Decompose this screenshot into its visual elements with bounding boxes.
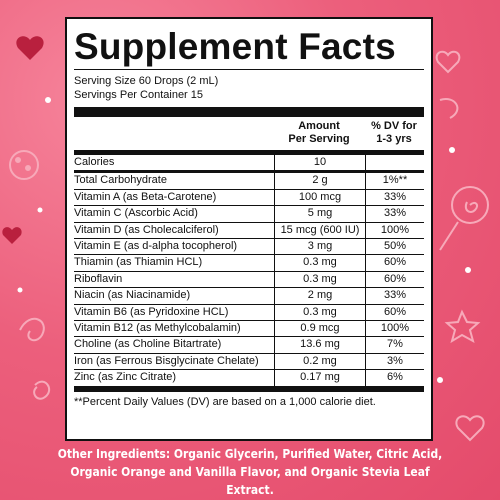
swirl-icon xyxy=(19,317,45,342)
dot-icon xyxy=(449,147,455,153)
nutrient-name: Calories xyxy=(74,155,275,171)
table-row: Vitamin B6 (as Pyridoxine HCL) 0.3 mg 60… xyxy=(74,304,424,322)
nutrient-dv: 33% xyxy=(383,289,407,302)
nutrient-amount: 0.3 mg xyxy=(275,304,366,321)
table-row: Niacin (as Niacinamide) 2 mg 33% xyxy=(74,288,424,305)
swirl-icon xyxy=(439,98,459,119)
other-ingredients-text: Other Ingredients: Organic Glycerin, Pur… xyxy=(57,445,443,497)
table-row: Zinc (as Zinc Citrate) 0.17 mg 6% xyxy=(74,370,424,386)
heart-icon xyxy=(2,227,22,244)
nutrient-amount: 3 mg xyxy=(275,239,366,255)
nutrient-name: Total Carbohydrate xyxy=(74,173,275,189)
table-header: Amount Per Serving % DV for 1-3 yrs xyxy=(74,117,424,155)
dot-icon xyxy=(437,377,443,383)
table-row: Total Carbohydrate 2 g 1%** xyxy=(74,173,424,190)
table-row: Iron (as Ferrous Bisglycinate Chelate) 0… xyxy=(74,353,424,371)
nutrient-amount: 13.6 mg xyxy=(275,337,366,353)
table-row: Vitamin B12 (as Methylcobalamin) 0.9 mcg… xyxy=(74,321,424,338)
table-row: Thiamin (as Thiamin HCL) 0.3 mg 60% xyxy=(74,255,424,272)
nutrient-amount: 2 g xyxy=(275,173,366,189)
nutrient-name: Iron (as Ferrous Bisglycinate Chelate) xyxy=(74,353,275,370)
lollipop-icon xyxy=(451,186,489,224)
nutrient-dv xyxy=(366,155,424,170)
dot-icon xyxy=(465,267,471,273)
header-dv-line1: % DV for xyxy=(371,120,417,132)
header-amount-line1: Amount xyxy=(298,120,340,132)
nutrient-name: Vitamin B6 (as Pyridoxine HCL) xyxy=(74,304,275,321)
nutrient-dv: 33% xyxy=(383,190,407,203)
nutrient-dv: 60% xyxy=(383,256,407,269)
divider-bar xyxy=(74,385,424,392)
nutrient-dv: 60% xyxy=(383,305,407,318)
nutrient-amount: 0.3 mg xyxy=(275,255,366,271)
nutrient-amount: 5 mg xyxy=(275,206,366,222)
nutrient-amount: 2 mg xyxy=(275,288,366,304)
nutrient-dv: 100% xyxy=(380,223,410,236)
nutrient-dv: 6% xyxy=(387,371,403,384)
heart-icon xyxy=(16,36,44,60)
dot-icon xyxy=(37,207,43,213)
table-row: Calories 10 xyxy=(74,155,424,174)
nutrient-amount: 0.3 mg xyxy=(275,271,366,288)
nutrient-dv: 7% xyxy=(387,338,403,351)
nutrient-amount: 0.2 mg xyxy=(275,353,366,370)
nutrient-name: Choline (as Choline Bitartrate) xyxy=(74,337,275,353)
table-row: Choline (as Choline Bitartrate) 13.6 mg … xyxy=(74,337,424,354)
page-title: Supplement Facts xyxy=(74,27,424,70)
nutrient-name: Riboflavin xyxy=(74,271,275,288)
table-row: Vitamin A (as Beta-Carotene) 100 mcg 33% xyxy=(74,189,424,207)
divider-bar xyxy=(74,107,424,117)
nutrient-amount: 100 mcg xyxy=(275,189,366,206)
ladybug-icon xyxy=(9,150,39,180)
heart-icon xyxy=(455,415,485,442)
table-row: Vitamin E (as d-alpha tocopherol) 3 mg 5… xyxy=(74,239,424,256)
nutrient-dv: 50% xyxy=(383,240,407,253)
nutrient-dv: 3% xyxy=(387,354,403,367)
nutrient-dv: 60% xyxy=(383,272,407,285)
header-amount: Amount Per Serving xyxy=(274,120,364,146)
table-row: Riboflavin 0.3 mg 60% xyxy=(74,271,424,289)
nutrient-amount: 15 mcg (600 IU) xyxy=(275,222,366,239)
table-row: Vitamin C (Ascorbic Acid) 5 mg 33% xyxy=(74,206,424,223)
nutrient-dv: 100% xyxy=(380,322,410,335)
nutrient-name: Niacin (as Niacinamide) xyxy=(74,288,275,304)
nutrient-name: Vitamin C (Ascorbic Acid) xyxy=(74,206,275,222)
dot-icon xyxy=(45,97,51,103)
dot-icon xyxy=(17,287,23,293)
star-icon xyxy=(444,309,481,344)
nutrient-name: Vitamin E (as d-alpha tocopherol) xyxy=(74,239,275,255)
serving-size: Serving Size 60 Drops (2 mL) xyxy=(74,75,219,87)
header-dv-line2: 1-3 yrs xyxy=(376,133,412,145)
table-row: Vitamin D (as Cholecalciferol) 15 mcg (6… xyxy=(74,222,424,240)
supplement-facts-panel: Supplement Facts Serving Size 60 Drops (… xyxy=(65,17,433,441)
nutrient-name: Thiamin (as Thiamin HCL) xyxy=(74,255,275,271)
heart-icon xyxy=(435,50,461,74)
nutrient-name: Vitamin D (as Cholecalciferol) xyxy=(74,222,275,239)
header-amount-line2: Per Serving xyxy=(288,133,350,145)
nutrient-name: Zinc (as Zinc Citrate) xyxy=(74,370,275,386)
nutrient-amount: 0.17 mg xyxy=(275,370,366,386)
nutrient-dv: 33% xyxy=(383,207,407,220)
nutrient-dv: 1%** xyxy=(382,174,408,187)
nutrient-amount: 10 xyxy=(275,155,366,171)
header-dv: % DV for 1-3 yrs xyxy=(364,120,424,146)
nutrient-name: Vitamin A (as Beta-Carotene) xyxy=(74,189,275,206)
nutrient-amount: 0.9 mcg xyxy=(275,321,366,337)
footnote: **Percent Daily Values (DV) are based on… xyxy=(74,395,376,408)
servings-per-container: Servings Per Container 15 xyxy=(74,89,204,101)
other-ingredients-banner: Other Ingredients: Organic Glycerin, Pur… xyxy=(0,443,500,500)
nutrient-name: Vitamin B12 (as Methylcobalamin) xyxy=(74,321,275,337)
header-name-col xyxy=(74,120,274,146)
